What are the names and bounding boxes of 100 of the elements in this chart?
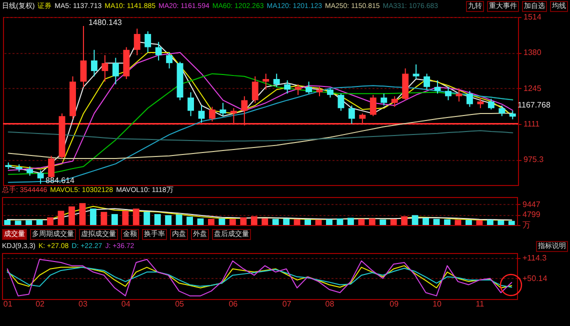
bar	[132, 208, 140, 225]
bar	[26, 220, 32, 225]
bar	[294, 219, 300, 225]
x-tick-label: 09	[390, 300, 400, 308]
candlestick	[273, 73, 280, 88]
bar	[347, 218, 354, 225]
bar	[336, 218, 344, 225]
bar	[111, 214, 118, 225]
candlestick	[188, 92, 194, 117]
candlestick	[48, 155, 54, 179]
bar	[412, 215, 418, 225]
bar	[186, 216, 193, 225]
y-tick-label: 1380	[524, 48, 542, 58]
candlestick	[284, 80, 291, 94]
candlestick	[144, 30, 152, 54]
bar	[197, 218, 204, 225]
candlestick	[198, 105, 205, 124]
bar	[36, 220, 43, 225]
bar	[444, 219, 450, 225]
candlestick	[466, 90, 473, 108]
candlestick	[252, 76, 258, 104]
bar	[176, 214, 182, 225]
x-tick-label: 04	[121, 300, 131, 308]
candlestick	[391, 96, 398, 108]
candlestick	[166, 52, 173, 69]
y-tick-label: 1245	[524, 84, 542, 93]
candlestick	[445, 86, 452, 101]
x-tick-label: 11	[476, 300, 485, 308]
bar	[498, 220, 504, 225]
candlestick	[316, 86, 323, 97]
candlestick	[348, 105, 355, 124]
y-tick-label: +114.3	[522, 253, 548, 262]
candlestick	[294, 84, 302, 96]
candlestick	[262, 73, 270, 90]
candlestick	[37, 170, 44, 184]
bar	[433, 218, 440, 225]
bar	[100, 212, 108, 225]
candlestick	[477, 97, 484, 109]
x-tick-label: 06	[228, 300, 238, 308]
bar	[58, 210, 64, 225]
bar	[218, 218, 226, 225]
bar	[368, 218, 376, 225]
bar	[508, 220, 515, 225]
bar	[326, 219, 332, 225]
bar	[358, 218, 365, 225]
x-tick-label: 01	[3, 300, 13, 308]
y-tick-label: 万	[522, 220, 530, 230]
bar	[68, 206, 75, 225]
candlestick	[370, 94, 376, 117]
bar	[90, 208, 96, 225]
line-series	[8, 85, 514, 183]
y-tick-label: 1111	[524, 119, 540, 128]
candlestick	[80, 25, 87, 88]
y-tick-label: +50.14	[522, 274, 548, 283]
x-tick-label: 02	[36, 300, 46, 308]
candlestick	[338, 93, 344, 112]
y-tick-label: 1514	[524, 12, 542, 22]
bar	[154, 214, 161, 225]
bar	[165, 215, 172, 225]
x-tick-label: 10	[432, 300, 442, 308]
candlestick	[90, 49, 98, 77]
y-tick-label: 975.3	[524, 155, 544, 164]
candlestick	[155, 41, 162, 61]
candlestick	[380, 93, 388, 106]
bar	[272, 218, 279, 225]
candlestick	[434, 80, 441, 94]
bar	[144, 212, 150, 225]
bar	[122, 210, 129, 225]
bar	[240, 217, 247, 225]
x-tick-label: 08	[325, 300, 335, 308]
candlestick	[306, 81, 312, 94]
bar	[4, 220, 11, 225]
bar	[466, 220, 472, 225]
bar	[208, 218, 214, 225]
candlestick	[134, 28, 140, 56]
bar	[380, 220, 386, 225]
bar	[262, 218, 268, 225]
candlestick	[26, 166, 34, 176]
bar	[390, 219, 397, 225]
bar	[486, 220, 494, 225]
bar	[476, 220, 483, 225]
candlestick	[112, 57, 119, 85]
y-tick-label: 9447	[522, 200, 541, 209]
bar	[229, 219, 236, 225]
x-tick-label: 07	[282, 300, 292, 308]
bar	[283, 218, 290, 225]
bar	[250, 216, 258, 225]
x-tick-label: 05	[175, 300, 185, 308]
y-tick-label: 4799	[522, 210, 541, 219]
bar	[79, 203, 86, 225]
bar	[422, 218, 430, 225]
candlestick	[102, 54, 108, 82]
bar	[304, 220, 311, 225]
candlestick	[424, 73, 430, 90]
candlestick	[498, 105, 506, 117]
bar	[47, 217, 54, 225]
x-tick-label: 03	[78, 300, 88, 308]
bar	[401, 216, 408, 225]
line-series	[8, 130, 514, 142]
candlestick	[488, 98, 494, 110]
